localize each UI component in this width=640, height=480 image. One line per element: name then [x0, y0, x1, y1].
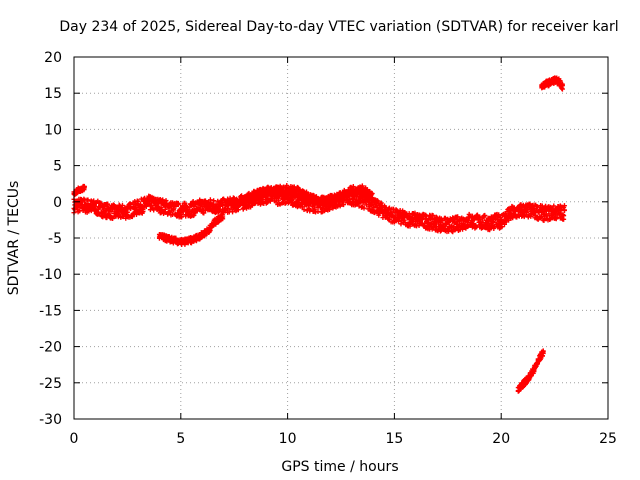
data-point — [81, 185, 87, 191]
data-point — [81, 196, 87, 202]
data-point — [163, 198, 169, 204]
data-point — [188, 213, 194, 219]
data-point — [220, 214, 226, 220]
data-point — [419, 216, 425, 222]
data-point — [369, 196, 375, 202]
x-tick-label: 25 — [599, 431, 617, 447]
data-point — [561, 216, 567, 222]
y-axis-title: SDTVAR / TECUs — [6, 181, 22, 296]
data-point — [559, 85, 565, 91]
data-point — [162, 206, 168, 212]
data-point — [478, 219, 484, 225]
ticks: 0 5 10 15 20 25 -30 -25 -20 -15 -10 -5 0 5 10 15 20 — [39, 50, 617, 447]
x-tick-label: 5 — [176, 431, 185, 447]
data-point — [230, 209, 236, 215]
data-point — [140, 206, 146, 212]
y-tick-label: -15 — [39, 303, 62, 319]
x-tick-label: 15 — [385, 431, 403, 447]
x-tick-label: 20 — [492, 431, 510, 447]
data-point — [101, 204, 107, 210]
data-point — [561, 203, 567, 209]
y-tick-label: 20 — [44, 50, 62, 66]
y-tick-label: -25 — [39, 376, 62, 392]
data-point — [449, 228, 455, 234]
data-point — [326, 206, 332, 212]
data-point — [158, 204, 164, 210]
data-point — [375, 198, 381, 204]
x-axis-title: GPS time / hours — [281, 459, 398, 475]
data-point — [340, 201, 346, 207]
data-point — [85, 197, 91, 203]
series-late-low — [515, 348, 546, 394]
data-point — [540, 348, 546, 354]
data-point — [312, 206, 318, 212]
y-tick-label: -5 — [48, 231, 62, 247]
data-point — [301, 206, 307, 212]
data-point — [207, 197, 213, 203]
data-point — [482, 212, 488, 218]
data-point — [244, 199, 250, 205]
data-point — [401, 217, 407, 223]
data-point — [284, 182, 290, 188]
data-point — [232, 197, 238, 203]
y-tick-label: 10 — [44, 122, 62, 138]
x-tick-label: 0 — [70, 431, 79, 447]
data-point — [433, 214, 439, 220]
chart-title: Day 234 of 2025, Sidereal Day-to-day VTE… — [59, 19, 618, 35]
data-point — [170, 207, 176, 213]
y-tick-label: 15 — [44, 86, 62, 102]
data-point — [378, 200, 384, 206]
y-tick-label: -30 — [39, 412, 62, 428]
grid — [74, 57, 608, 419]
data-point — [78, 200, 84, 206]
data-point — [539, 353, 545, 359]
y-tick-label: -10 — [39, 267, 62, 283]
data-point — [313, 194, 319, 200]
series-upper-track — [231, 182, 375, 210]
y-tick-label: 5 — [53, 159, 62, 175]
data-point — [369, 191, 375, 197]
data-point — [361, 205, 367, 211]
data-point — [310, 203, 316, 209]
data-point — [541, 211, 547, 217]
series-late-high — [539, 75, 565, 92]
data-point — [455, 214, 461, 220]
x-tick-label: 10 — [279, 431, 297, 447]
data-point — [561, 207, 567, 213]
data-point — [303, 189, 309, 195]
series-lower-dip — [156, 212, 226, 247]
data-point — [119, 202, 125, 208]
data-point — [430, 213, 436, 219]
data-point — [110, 216, 116, 222]
data-point — [389, 209, 395, 215]
data-point — [499, 224, 505, 230]
data-point — [201, 210, 207, 216]
data-point — [175, 200, 181, 206]
data-point — [124, 209, 130, 215]
y-tick-label: 0 — [53, 195, 62, 211]
series-main-band — [71, 187, 567, 235]
data-points — [71, 75, 567, 394]
data-point — [105, 201, 111, 207]
data-point — [135, 198, 141, 204]
data-point — [250, 195, 256, 201]
data-point — [559, 86, 565, 92]
y-tick-label: -20 — [39, 340, 62, 356]
data-point — [534, 204, 540, 210]
